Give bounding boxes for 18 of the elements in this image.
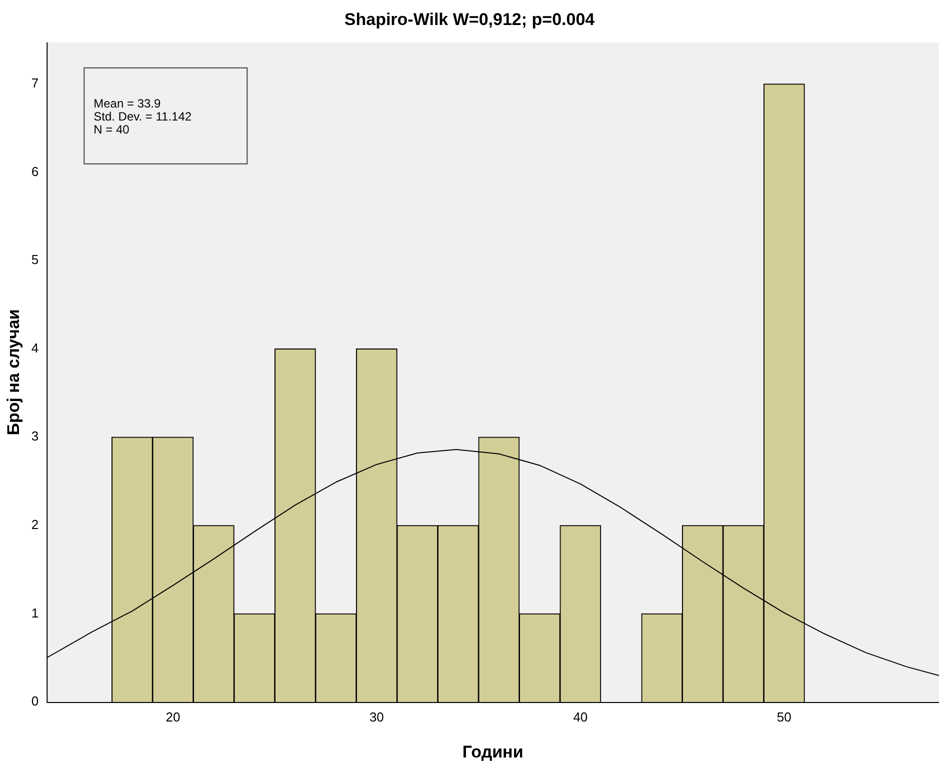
y-tick-label: 5 xyxy=(31,252,39,268)
y-tick-label: 4 xyxy=(31,340,39,356)
annotation: N = 40 xyxy=(94,122,130,136)
annotation: Std. Dev. = 11.142 xyxy=(94,109,192,124)
y-tick-label: 2 xyxy=(31,516,39,532)
y-tick-label: 6 xyxy=(31,164,39,179)
y-tick-label: 7 xyxy=(31,75,39,90)
x-tick-label: 50 xyxy=(776,709,792,724)
y-axis-title: Број на случаи xyxy=(4,309,23,436)
annotation: Mean = 33.9 xyxy=(94,96,162,110)
x-tick-label: 20 xyxy=(166,709,180,724)
x-tick-label: 40 xyxy=(573,709,588,724)
y-tick-label: 1 xyxy=(31,605,39,620)
y-tick-label: 0 xyxy=(31,694,39,709)
x-tick-label: 30 xyxy=(369,709,384,724)
chart-title: Shapiro-Wilk W=0,912; p=0.004 xyxy=(344,10,596,29)
y-tick-label: 3 xyxy=(31,428,39,444)
x-axis-title: Години xyxy=(462,742,524,762)
